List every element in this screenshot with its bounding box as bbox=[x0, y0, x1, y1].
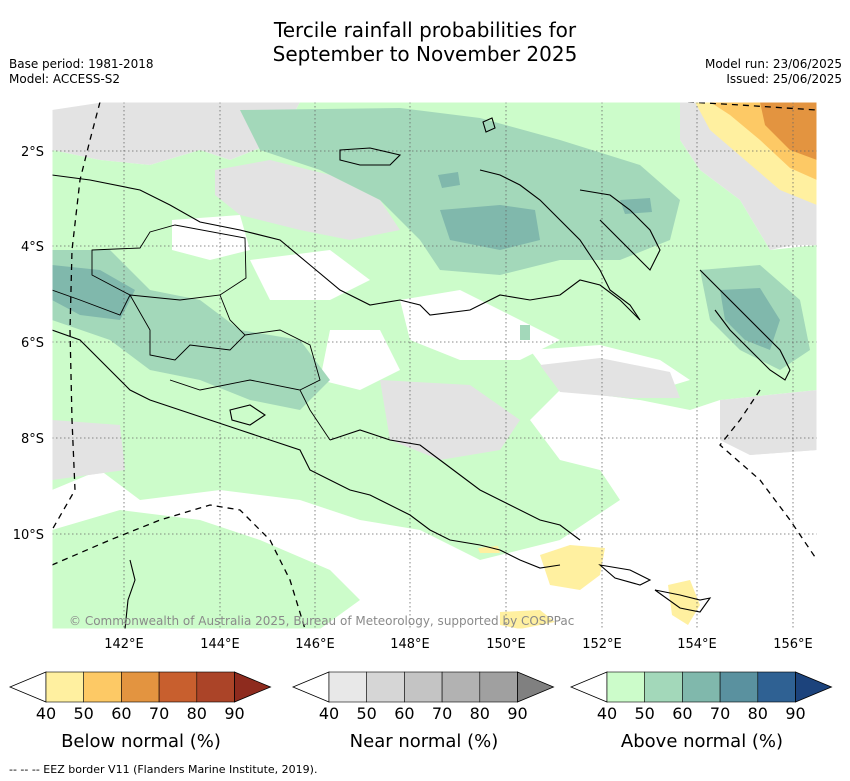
copyright-text: © Commonwealth of Australia 2025, Bureau… bbox=[69, 614, 575, 628]
lon-label: 150°E bbox=[486, 637, 526, 652]
lat-label: 10°S bbox=[13, 528, 44, 543]
below-normal-regions bbox=[478, 102, 817, 629]
lon-axis-labels: 142°E 144°E 146°E 148°E 150°E 152°E 154°… bbox=[104, 637, 813, 652]
eez-borders bbox=[52, 102, 817, 629]
colorbar-segment bbox=[682, 671, 721, 703]
lon-label: 148°E bbox=[390, 637, 430, 652]
below-normal-label: Below normal (%) bbox=[61, 731, 221, 752]
colorbar-segment bbox=[719, 671, 759, 703]
colorbar-tick-label: 70 bbox=[148, 704, 170, 723]
colorbar-segment bbox=[441, 671, 481, 703]
colorbar-tick-label: 80 bbox=[186, 704, 207, 723]
colorbar-tick-label: 60 bbox=[111, 704, 132, 723]
meta-right: Model run: 23/06/2025 Issued: 25/06/2025 bbox=[705, 57, 842, 87]
title-line-2: September to November 2025 bbox=[272, 42, 578, 66]
colorbar-tick-label: 50 bbox=[356, 704, 377, 723]
colorbar-tick-label: 80 bbox=[747, 704, 768, 723]
colorbar-tick-label: 90 bbox=[224, 704, 245, 723]
issued-date: Issued: 25/06/2025 bbox=[726, 72, 842, 86]
eez-footer: -- -- -- EEZ border V11 (Flanders Marine… bbox=[9, 763, 318, 776]
meta-left: Base period: 1981-2018 Model: ACCESS-S2 bbox=[9, 57, 154, 87]
colorbar-segment bbox=[404, 671, 443, 703]
lat-label: 2°S bbox=[21, 145, 44, 160]
colorbar-segment bbox=[45, 671, 85, 703]
lon-label: 142°E bbox=[104, 637, 144, 652]
colorbar-tick-label: 40 bbox=[318, 704, 340, 723]
below-normal-colorbar bbox=[8, 671, 272, 703]
colorbar-under-triangle bbox=[8, 671, 47, 703]
map-title: Tercile rainfall probabilities for Septe… bbox=[0, 18, 850, 66]
lat-label: 4°S bbox=[21, 240, 44, 255]
colorbar-tick-label: 40 bbox=[35, 704, 57, 723]
lat-axis-labels: 2°S 4°S 6°S 8°S 10°S bbox=[13, 145, 44, 543]
colorbar-segment bbox=[121, 671, 160, 703]
colorbar-segment bbox=[328, 671, 368, 703]
colorbar-over-triangle bbox=[234, 671, 272, 703]
lon-label: 156°E bbox=[773, 637, 813, 652]
near-normal-label: Near normal (%) bbox=[349, 731, 499, 752]
colorbars bbox=[8, 671, 833, 703]
colorbar-tick-label: 40 bbox=[596, 704, 618, 723]
no-signal-regions bbox=[172, 160, 690, 395]
colorbar-segment bbox=[158, 671, 198, 703]
near-normal-overlay bbox=[52, 358, 817, 480]
colorbar-segment bbox=[83, 671, 122, 703]
colorbar-over-triangle bbox=[517, 671, 555, 703]
colorbar-over-triangle bbox=[795, 671, 833, 703]
colorbar-segment bbox=[644, 671, 683, 703]
province-borders bbox=[52, 224, 331, 441]
colorbar-segment bbox=[196, 671, 235, 703]
lon-label: 146°E bbox=[295, 637, 335, 652]
model-run: Model run: 23/06/2025 bbox=[704, 57, 842, 71]
coastlines bbox=[52, 117, 791, 629]
model-name: Model: ACCESS-S2 bbox=[9, 72, 121, 86]
lon-label: 152°E bbox=[582, 637, 622, 652]
map-area bbox=[52, 102, 817, 629]
colorbar-tick-label: 50 bbox=[634, 704, 655, 723]
lon-label: 144°E bbox=[200, 637, 240, 652]
colorbar-segment bbox=[606, 671, 646, 703]
base-period: Base period: 1981-2018 bbox=[9, 57, 154, 71]
colorbar-tick-label: 70 bbox=[431, 704, 453, 723]
colorbar-segment bbox=[366, 671, 405, 703]
above-normal-label: Above normal (%) bbox=[620, 731, 784, 752]
lon-label: 154°E bbox=[677, 637, 717, 652]
colorbar-tick-label: 60 bbox=[394, 704, 415, 723]
colorbar-tick-label: 50 bbox=[73, 704, 94, 723]
colorbar-segment bbox=[757, 671, 796, 703]
lat-label: 8°S bbox=[21, 432, 44, 447]
colorbar-tick-label: 80 bbox=[469, 704, 490, 723]
gridlines bbox=[52, 102, 817, 629]
colorbar-tick-label: 90 bbox=[507, 704, 528, 723]
near-normal-colorbar bbox=[291, 671, 555, 703]
lat-label: 6°S bbox=[21, 336, 44, 351]
colorbar-tick-label: 90 bbox=[785, 704, 806, 723]
colorbar-under-triangle bbox=[291, 671, 330, 703]
colorbar-segment bbox=[479, 671, 518, 703]
colorbar-tick-label: 60 bbox=[672, 704, 693, 723]
colorbar-tick-label: 70 bbox=[709, 704, 731, 723]
title-line-1: Tercile rainfall probabilities for bbox=[273, 18, 577, 42]
colorbar-under-triangle bbox=[569, 671, 608, 703]
above-normal-colorbar bbox=[569, 671, 833, 703]
